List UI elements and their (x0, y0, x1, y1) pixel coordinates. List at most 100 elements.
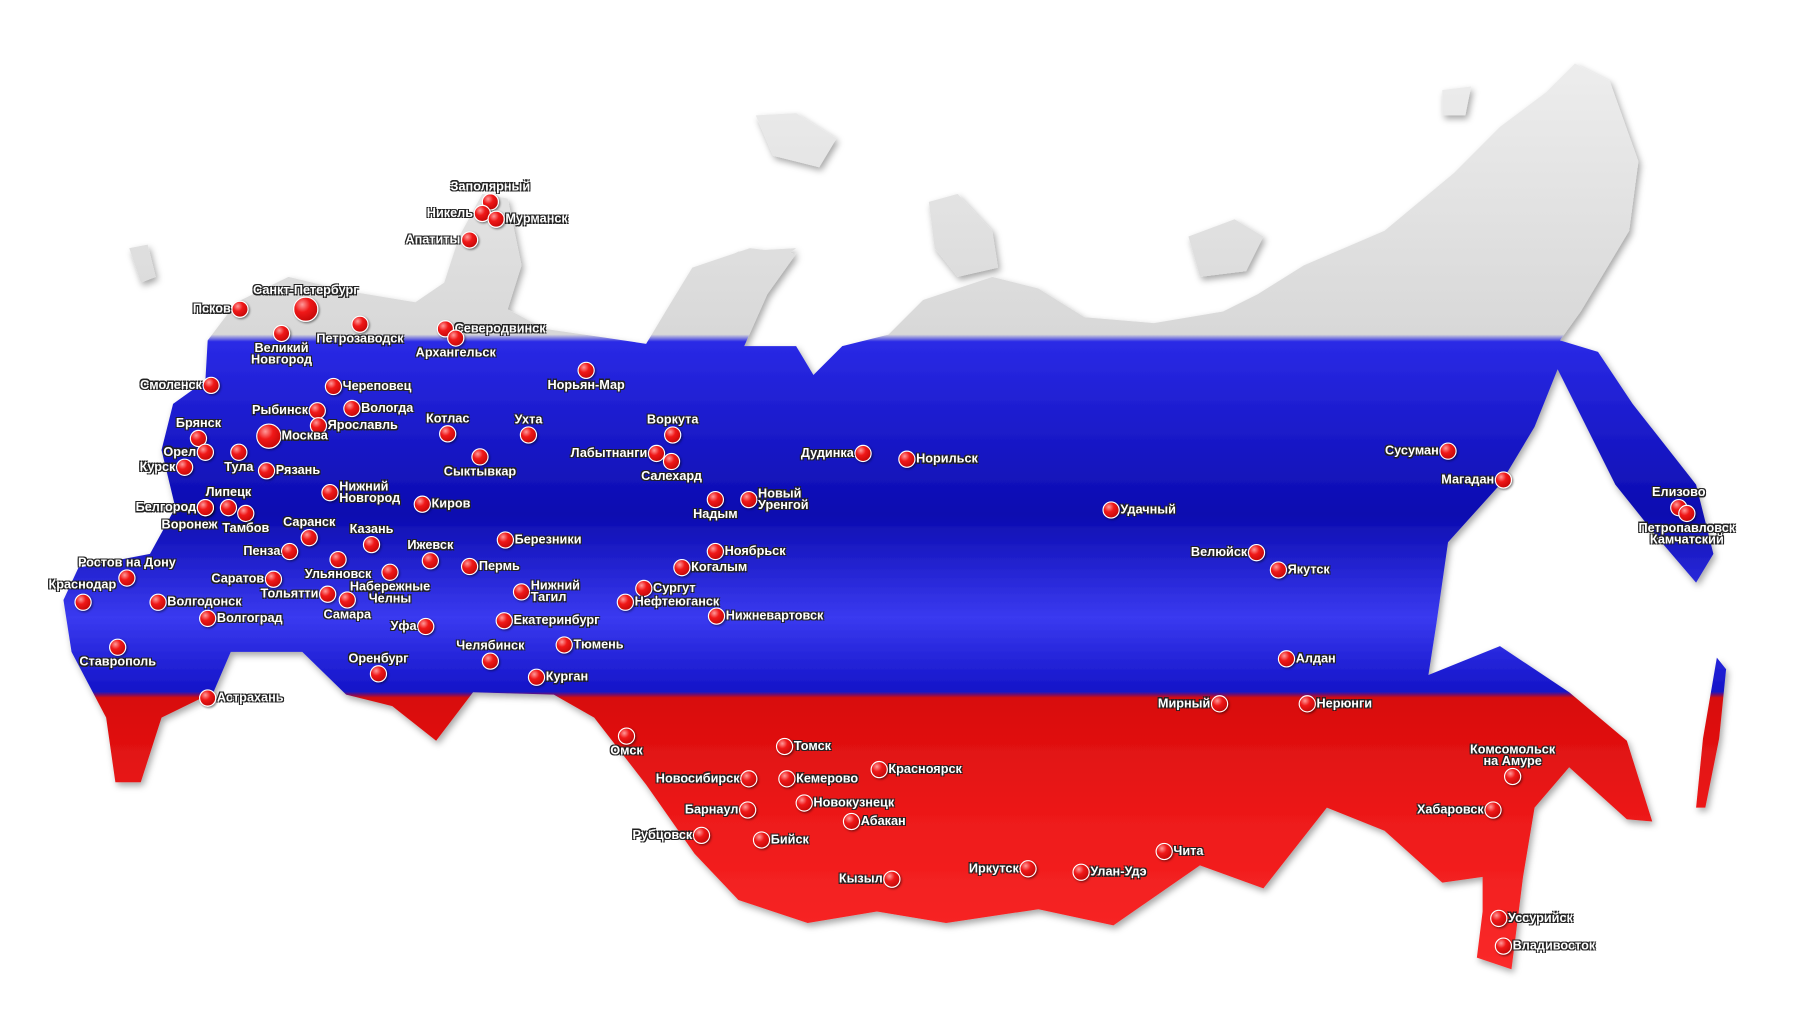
city-dot-icon[interactable] (343, 399, 361, 418)
city-dot-icon[interactable] (617, 727, 636, 745)
city-dot-icon[interactable] (775, 737, 794, 756)
city-dot-icon[interactable] (1490, 909, 1508, 928)
city-dot-icon[interactable] (324, 377, 343, 396)
city-label-line: Новый (758, 486, 802, 501)
city-dot-icon[interactable] (417, 617, 435, 636)
city-dot-icon[interactable] (898, 450, 916, 468)
city-dot-icon[interactable] (447, 329, 465, 347)
city-dot-icon[interactable] (460, 557, 479, 576)
city-dot-icon[interactable] (219, 499, 238, 517)
city-dot-icon[interactable] (280, 542, 299, 561)
city-dot-icon[interactable] (439, 425, 457, 443)
city-dot-icon[interactable] (1155, 842, 1173, 861)
city-dot-icon[interactable] (1072, 863, 1090, 881)
city-dot-icon[interactable] (309, 417, 328, 435)
city-dot-icon[interactable] (1494, 471, 1513, 489)
city-dot-icon[interactable] (740, 490, 758, 509)
city-dot-icon[interactable] (381, 563, 399, 581)
city-dot-icon[interactable] (1210, 695, 1229, 713)
city-dot-icon[interactable] (118, 569, 136, 587)
city-label: Норьян-Мар (547, 378, 625, 393)
city-dot-icon[interactable] (854, 444, 872, 463)
city-label-line: на Амуре (1483, 754, 1542, 769)
city-dot-icon[interactable] (635, 579, 653, 598)
city-dot-icon[interactable] (149, 593, 167, 611)
city-dot-icon[interactable] (519, 426, 538, 444)
city-label: Ноябрьск (724, 544, 786, 559)
city-dot-icon[interactable] (752, 831, 771, 849)
city-label: Петропавловск Камчатский (1639, 522, 1736, 546)
city-label: Новосибирск (655, 771, 740, 786)
city-dot-icon[interactable] (577, 361, 595, 380)
city-dot-icon[interactable] (1277, 650, 1296, 668)
city-dot-icon[interactable] (883, 870, 901, 888)
city-dot-icon[interactable] (527, 668, 546, 686)
city-dot-icon[interactable] (196, 443, 215, 461)
city-dot-icon[interactable] (795, 794, 813, 812)
city-dot-icon[interactable] (460, 231, 479, 249)
city-dot-icon[interactable] (616, 593, 635, 611)
city-dot-icon[interactable] (481, 652, 500, 670)
city-dot-icon[interactable] (673, 559, 691, 577)
city-dot-icon[interactable] (1298, 695, 1316, 713)
city-dot-icon[interactable] (199, 609, 217, 628)
city-dot-icon[interactable] (870, 760, 888, 779)
city-label: Череповец (342, 379, 412, 394)
city-dot-icon[interactable] (740, 770, 758, 788)
city-dot-icon[interactable] (257, 462, 276, 480)
city-dot-icon[interactable] (778, 770, 796, 788)
city-dot-icon[interactable] (369, 665, 388, 683)
city-dot-icon[interactable] (647, 444, 666, 463)
city-dot-icon[interactable] (664, 426, 682, 444)
city-dot-icon[interactable] (300, 529, 318, 547)
city-dot-icon[interactable] (555, 636, 573, 654)
city-dot-icon[interactable] (196, 499, 215, 517)
city-dot-icon[interactable] (692, 826, 711, 845)
city-dot-icon[interactable] (1247, 544, 1266, 562)
city-dot-icon[interactable] (351, 315, 369, 333)
city-dot-icon[interactable] (230, 443, 248, 461)
city-dot-icon[interactable] (421, 552, 440, 570)
city-dot-icon[interactable] (1269, 561, 1288, 579)
city-dot-icon[interactable] (1503, 767, 1522, 786)
city-dot-icon[interactable] (231, 300, 249, 318)
city-dot-icon[interactable] (707, 607, 726, 625)
city-dot-icon[interactable] (237, 504, 255, 523)
city-dot-icon[interactable] (739, 801, 757, 819)
city-label: Волгодонск (167, 595, 242, 610)
city-dot-icon[interactable] (706, 490, 725, 509)
city-dot-icon[interactable] (413, 495, 431, 513)
city-dot-icon[interactable] (362, 535, 381, 554)
city-dot-icon[interactable] (109, 638, 127, 656)
city-dot-icon[interactable] (662, 452, 681, 471)
city-dot-icon[interactable] (329, 550, 347, 569)
city-dot-icon[interactable] (199, 689, 217, 707)
city-dot-icon[interactable] (256, 423, 282, 449)
city-dot-icon[interactable] (1102, 501, 1120, 519)
city-dot-icon[interactable] (175, 458, 194, 476)
city-dot-icon[interactable] (202, 376, 220, 395)
city-dot-icon[interactable] (264, 570, 283, 588)
city-dot-icon[interactable] (471, 448, 489, 466)
city-dot-icon[interactable] (495, 612, 513, 630)
city-dot-icon[interactable] (706, 542, 725, 561)
city-dot-icon[interactable] (487, 210, 505, 228)
city-dot-icon[interactable] (512, 583, 531, 601)
city-dot-icon[interactable] (496, 531, 515, 549)
city-dot-icon[interactable] (1484, 801, 1502, 819)
city-dot-icon[interactable] (272, 324, 291, 343)
city-dot-icon[interactable] (293, 296, 319, 322)
city-label: Воронеж (161, 518, 218, 532)
city-dot-icon[interactable] (1678, 504, 1696, 523)
city-dot-icon[interactable] (1494, 937, 1513, 955)
new-siberian-islands (1188, 219, 1264, 277)
city-dot-icon[interactable] (319, 585, 337, 603)
city-label: Рубцовск (632, 828, 693, 843)
city-label: Алдан (1295, 651, 1336, 666)
city-dot-icon[interactable] (1019, 860, 1037, 878)
city-dot-icon[interactable] (74, 593, 92, 611)
city-dot-icon[interactable] (842, 812, 861, 831)
city-dot-icon[interactable] (338, 591, 356, 609)
city-dot-icon[interactable] (1439, 442, 1457, 460)
city-dot-icon[interactable] (321, 484, 339, 502)
